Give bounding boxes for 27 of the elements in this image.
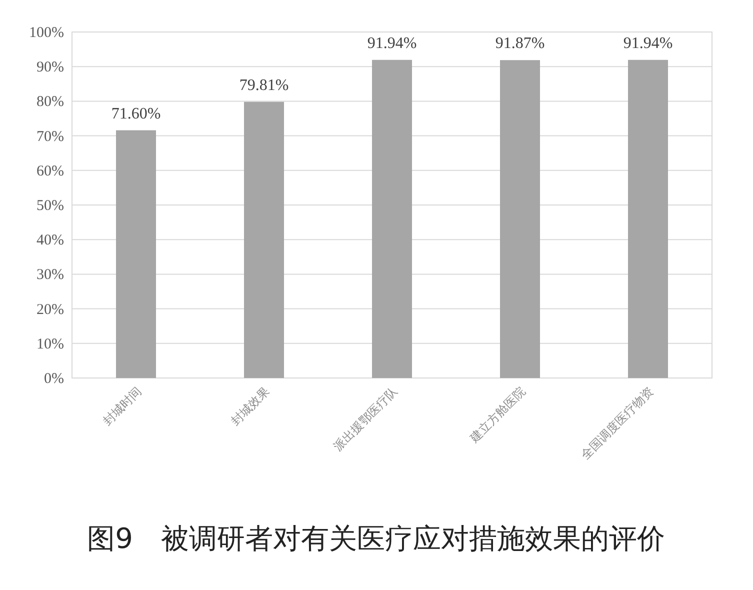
x-tick-label: 封城效果 — [228, 384, 272, 428]
data-label: 91.87% — [495, 35, 545, 52]
bar — [500, 60, 540, 378]
data-label: 91.94% — [623, 34, 673, 52]
y-tick-label: 10% — [36, 336, 64, 352]
data-label: 79.81% — [239, 76, 289, 94]
y-tick-label: 0% — [44, 371, 64, 387]
x-tick-label: 建立方舱医院 — [466, 384, 528, 446]
data-label: 71.60% — [111, 105, 161, 122]
x-tick-label: 全国调度医疗物资 — [578, 384, 656, 462]
x-tick-label: 派出援鄂医疗队 — [330, 384, 400, 454]
bar — [116, 130, 156, 378]
bar — [244, 102, 284, 378]
bar — [628, 60, 668, 378]
y-tick-label: 30% — [36, 267, 64, 284]
bar — [372, 60, 412, 378]
y-tick-label: 80% — [36, 94, 64, 110]
y-tick-label: 90% — [36, 60, 64, 76]
y-tick-label: 100% — [29, 25, 64, 41]
y-tick-label: 60% — [36, 163, 64, 180]
data-label: 91.94% — [367, 34, 417, 52]
y-tick-label: 40% — [36, 232, 64, 249]
y-tick-label: 50% — [36, 198, 64, 214]
text: 图9 被调研者对有关医疗应对措施效果的评价 — [87, 522, 665, 555]
y-tick-label: 70% — [36, 128, 64, 145]
y-tick-label: 20% — [36, 302, 64, 318]
x-tick-label: 封城时间 — [100, 384, 144, 428]
